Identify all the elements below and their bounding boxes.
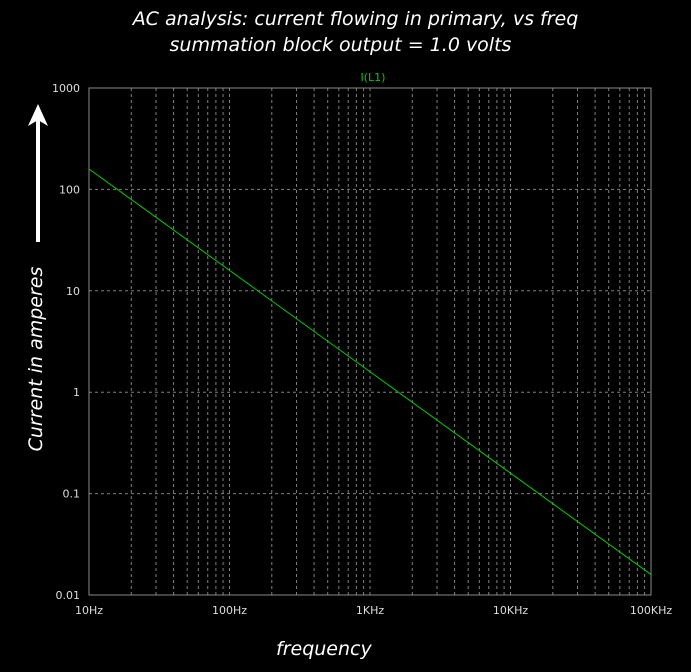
y-tick-label: 0.01 [56,589,81,602]
chart-title: AC analysis: current flowing in primary,… [132,8,579,30]
y-tick-labels: 1000 100 10 1 0.1 0.01 [52,82,80,602]
x-tick-labels: 10Hz 100Hz 1KHz 10KHz 100KHz [75,604,672,617]
y-tick-label: 0.1 [63,488,81,501]
up-arrow-icon [28,104,48,242]
legend-series-i-l1: I(L1) [361,71,386,84]
x-tick-label: 100KHz [630,604,672,617]
y-tick-label: 1000 [52,82,80,95]
x-tick-label: 1KHz [356,604,384,617]
x-tick-label: 10Hz [75,604,103,617]
y-tick-label: 10 [66,285,80,298]
x-axis-label: frequency [276,638,372,660]
series-line-i-l1 [88,168,652,575]
x-tick-label: 100Hz [212,604,247,617]
grid-lines [88,87,652,596]
plot-frame [88,87,652,596]
x-tick-label: 10KHz [493,604,528,617]
y-tick-label: 100 [59,183,80,196]
y-tick-label: 1 [73,386,80,399]
chart-subtitle: summation block output = 1.0 volts [169,34,512,56]
